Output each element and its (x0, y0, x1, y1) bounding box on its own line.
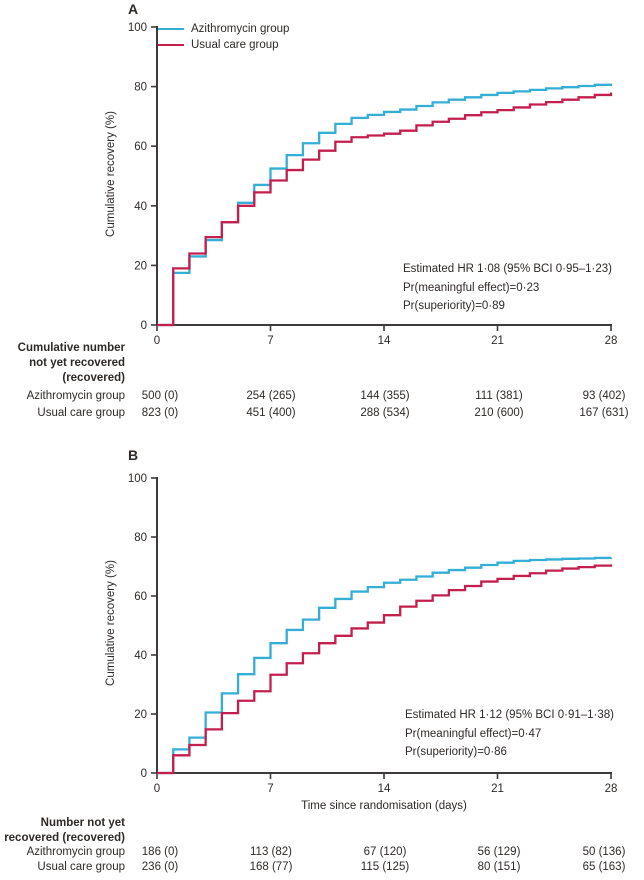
legend-item-azithromycin: Azithromycin group (158, 21, 289, 37)
usual-care-line-swatch (158, 43, 184, 47)
risk-row-label: Azithromycin group (26, 390, 125, 402)
x-axis-title: Time since randomisation (days) (301, 800, 467, 812)
risk-value: 236 (0) (141, 861, 179, 873)
x-tick-label: 7 (267, 783, 273, 795)
risk-value: 65 (163) (582, 861, 626, 873)
risk-value: 288 (534) (360, 407, 410, 419)
x-tick-label: 14 (378, 335, 391, 347)
risk-value: 823 (0) (141, 407, 179, 419)
legend-item-usual-care: Usual care group (158, 37, 289, 53)
x-tick-label: 21 (491, 335, 504, 347)
risk-value: 80 (151) (477, 861, 521, 873)
y-tick-label: 60 (134, 591, 147, 603)
annotation-line: Pr(meaningful effect)=0·23 (403, 281, 540, 294)
legend-label: Azithromycin group (191, 23, 290, 35)
y-tick-label: 80 (134, 532, 147, 544)
annotation-line: Pr(meaningful effect)=0·47 (405, 727, 542, 740)
risk-table-b-title: Number not yet recovered (recovered) (4, 817, 125, 844)
y-tick-label: 40 (134, 650, 147, 662)
y-axis-title-b: Cumulative recovery (%) (105, 560, 117, 686)
annotation-line: Estimated HR 1·08 (95% BCI 0·95–1·23) (403, 263, 613, 275)
x-tick-label: 28 (605, 335, 618, 347)
y-axis-title-a: Cumulative recovery (%) (105, 111, 117, 237)
risk-value: 113 (82) (250, 846, 292, 858)
panel-b-label: B (128, 447, 139, 463)
risk-value: 115 (125) (360, 861, 410, 873)
y-tick-label: 20 (134, 709, 147, 721)
x-tick-label: 0 (154, 335, 160, 347)
curve-usual-care (157, 92, 613, 327)
y-tick-label: 80 (134, 82, 147, 94)
y-tick-label: 100 (128, 22, 147, 34)
x-tick-label: 21 (491, 783, 504, 795)
risk-value: 500 (0) (141, 390, 179, 402)
y-tick-label: 20 (134, 260, 147, 272)
risk-table-row: Azithromycin group 186 (0) 113 (82) 67 (120… (0, 846, 644, 861)
annotation-line: Estimated HR 1·12 (95% BCI 0·91–1·38) (405, 709, 615, 721)
risk-value: 50 (136) (582, 846, 626, 858)
risk-row-label: Usual care group (37, 861, 125, 873)
risk-value: 210 (600) (474, 407, 524, 419)
risk-value: 67 (120) (363, 846, 407, 858)
x-tick-label: 7 (267, 335, 273, 347)
x-tick-label: 0 (154, 783, 160, 795)
risk-value: 167 (631) (579, 407, 629, 419)
risk-value: 93 (402) (582, 390, 626, 402)
panel-a-label: A (128, 1, 139, 17)
legend-label: Usual care group (191, 39, 279, 51)
y-tick-label: 0 (141, 768, 147, 780)
curve-azithromycin (157, 556, 613, 775)
risk-value: 254 (265) (246, 390, 296, 402)
y-tick-label: 40 (134, 201, 147, 213)
annotation-line: Pr(superiority)=0·89 (403, 300, 505, 312)
risk-value: 168 (77) (249, 861, 293, 873)
risk-table-row: Usual care group 236 (0) 168 (77) 115 (125)… (0, 861, 644, 876)
y-tick-label: 0 (141, 320, 147, 332)
risk-row-label: Usual care group (37, 407, 125, 419)
risk-value: 451 (400) (246, 407, 296, 419)
risk-row-label: Azithromycin group (26, 846, 125, 858)
risk-value: 56 (129) (477, 846, 521, 858)
x-tick-label: 28 (605, 783, 618, 795)
curve-usual-care (157, 564, 613, 775)
annotation-line: Pr(superiority)=0·86 (405, 746, 507, 758)
stats-annotation-b: Estimated HR 1·12 (95% BCI 0·91–1·38) Pr… (405, 706, 614, 762)
risk-table-row: Azithromycin group 500 (0) 254 (265) 144 (3… (0, 390, 644, 405)
stats-annotation-a: Estimated HR 1·08 (95% BCI 0·95–1·23) Pr… (403, 260, 612, 316)
y-tick-label: 60 (134, 141, 147, 153)
risk-table-row: Usual care group 823 (0) 451 (400) 288 (534… (0, 407, 644, 422)
y-tick-label: 100 (128, 473, 147, 485)
risk-value: 111 (381) (475, 390, 523, 402)
risk-table-a-title: Cumulative number not yet recovered (rec… (17, 342, 125, 384)
azithromycin-line-swatch (158, 27, 184, 31)
risk-value: 186 (0) (141, 846, 179, 858)
risk-value: 144 (355) (360, 390, 410, 402)
x-tick-label: 14 (378, 783, 391, 795)
legend: Azithromycin group Usual care group (158, 21, 289, 53)
